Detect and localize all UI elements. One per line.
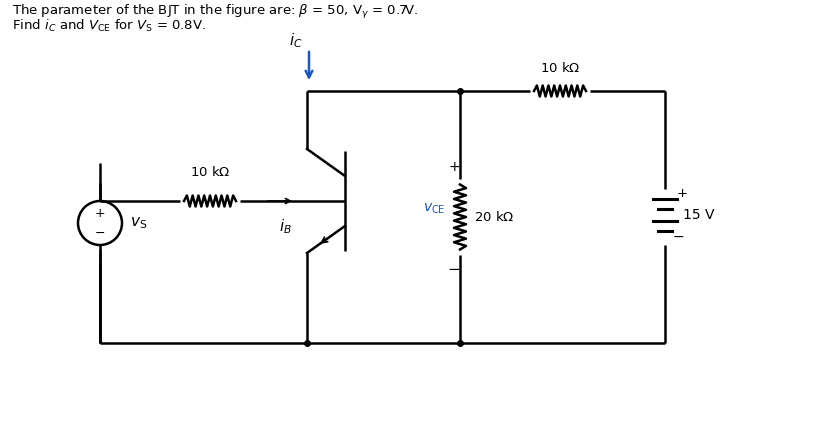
Text: The parameter of the BJT in the figure are: $\beta$ = 50, V$_\gamma$ = 0.7V.: The parameter of the BJT in the figure a… bbox=[12, 3, 418, 21]
Text: $i_C$: $i_C$ bbox=[289, 32, 303, 51]
Text: $i_B$: $i_B$ bbox=[278, 217, 291, 236]
Text: −: − bbox=[672, 230, 684, 244]
Text: +: + bbox=[676, 187, 687, 200]
Text: Find $i_C$ and $V_\mathrm{CE}$ for $V_\mathrm{S}$ = 0.8V.: Find $i_C$ and $V_\mathrm{CE}$ for $V_\m… bbox=[12, 18, 206, 34]
Text: 10 k$\Omega$: 10 k$\Omega$ bbox=[189, 165, 230, 179]
Text: −: − bbox=[447, 261, 460, 277]
Text: $v_\mathrm{S}$: $v_\mathrm{S}$ bbox=[130, 215, 147, 231]
Text: −: − bbox=[94, 226, 105, 240]
Text: 15 V: 15 V bbox=[682, 208, 714, 222]
Text: $v_\mathrm{CE}$: $v_\mathrm{CE}$ bbox=[423, 202, 446, 216]
Text: 20 k$\Omega$: 20 k$\Omega$ bbox=[473, 210, 514, 224]
Text: 10 k$\Omega$: 10 k$\Omega$ bbox=[539, 61, 580, 75]
Text: +: + bbox=[447, 160, 459, 174]
Text: +: + bbox=[94, 206, 105, 219]
